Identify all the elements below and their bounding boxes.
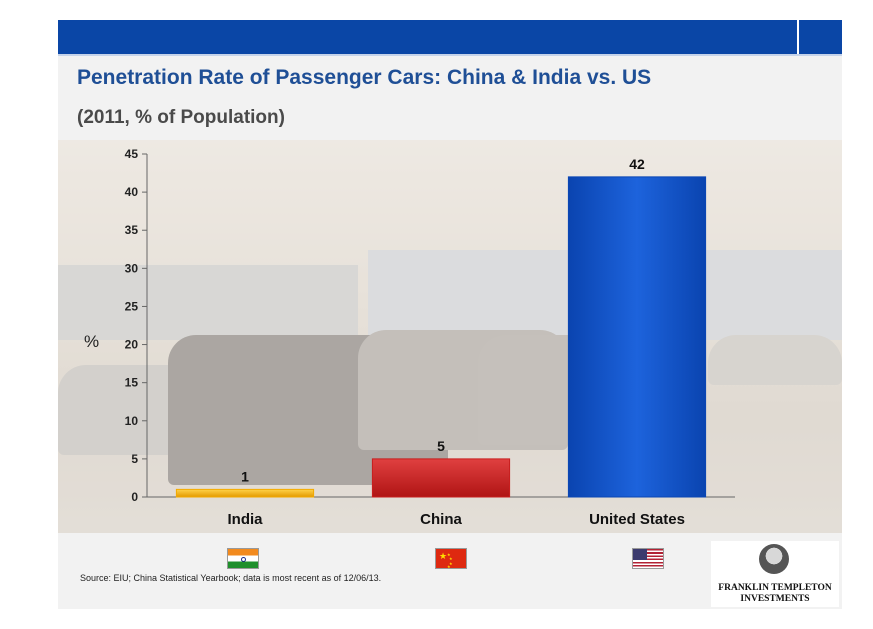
x-tick-label: United States <box>589 511 685 528</box>
y-tick-label: 30 <box>125 261 139 275</box>
franklin-templeton-logo: FRANKLIN TEMPLETON INVESTMENTS <box>711 541 839 607</box>
y-tick-label: 0 <box>131 490 138 504</box>
bar-china <box>371 458 511 498</box>
header-rule <box>58 54 842 56</box>
bar-india <box>175 488 315 498</box>
bar-united-states <box>567 176 707 498</box>
x-tick-label: China <box>420 511 462 528</box>
data-label: 1 <box>241 468 249 484</box>
chart-title: Penetration Rate of Passenger Cars: Chin… <box>77 66 652 89</box>
y-tick-label: 15 <box>125 376 139 390</box>
photo-building-left <box>58 265 358 340</box>
india-flag-icon <box>227 548 259 569</box>
y-tick-label: 25 <box>125 299 139 313</box>
y-tick-label: 40 <box>125 185 139 199</box>
photo-car-row <box>708 335 842 385</box>
x-tick-label: India <box>227 511 263 528</box>
y-tick-label: 35 <box>125 223 139 237</box>
data-label: 5 <box>437 438 445 454</box>
india-flag-chakra <box>241 557 246 562</box>
china-flag-icon: ★ ★ ★ ★ ★ <box>435 548 467 569</box>
header-bar <box>58 20 842 54</box>
us-flag-icon <box>632 548 664 569</box>
logo-line-2: INVESTMENTS <box>740 594 810 604</box>
y-tick-label: 20 <box>125 338 139 352</box>
y-tick-label: 45 <box>125 147 139 161</box>
data-label: 42 <box>629 156 645 172</box>
background-photo <box>58 140 842 533</box>
chart-subtitle: (2011, % of Population) <box>77 107 285 128</box>
source-note: Source: EIU; China Statistical Yearbook;… <box>80 573 382 583</box>
y-axis-label: % <box>84 332 100 351</box>
y-tick-label: 5 <box>131 452 138 466</box>
header-bar-divider <box>797 20 799 54</box>
logo-line-1: FRANKLIN TEMPLETON <box>718 583 832 593</box>
us-flag-canton <box>633 549 647 560</box>
benjamin-franklin-portrait-icon <box>759 544 789 574</box>
y-tick-label: 10 <box>125 414 139 428</box>
